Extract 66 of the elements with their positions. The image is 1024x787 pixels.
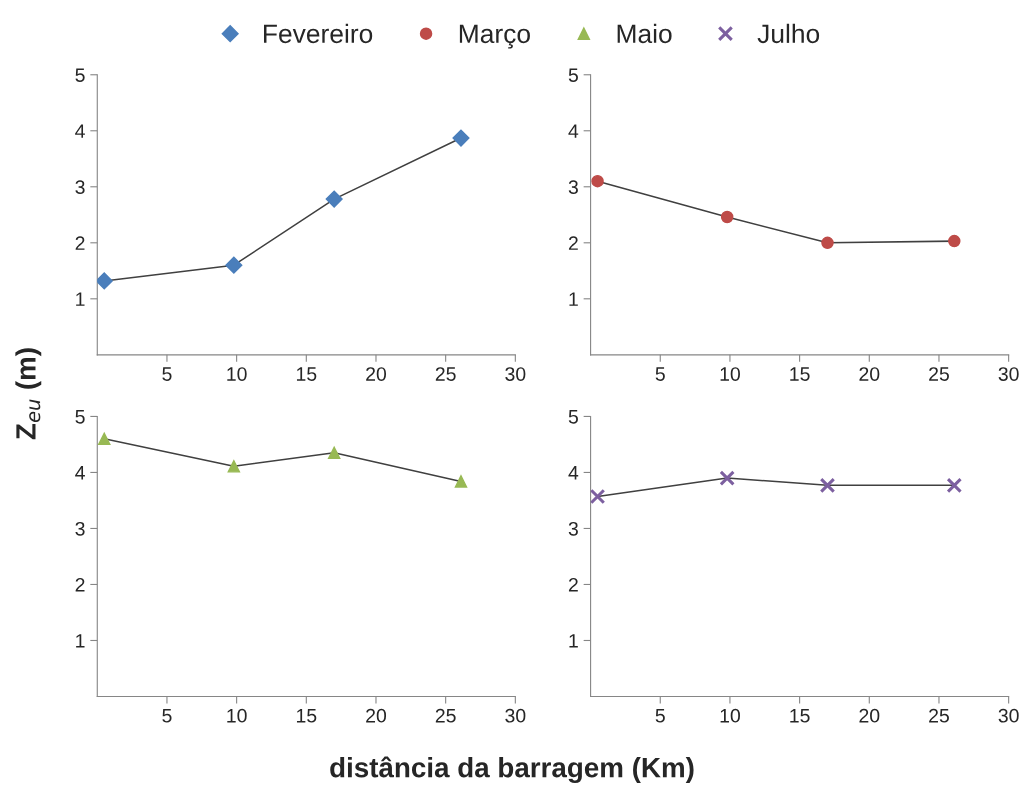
x-tick-label: 20 bbox=[859, 708, 880, 723]
point bbox=[720, 210, 734, 224]
x-tick-label: 20 bbox=[366, 708, 387, 723]
point bbox=[97, 272, 113, 290]
y-tick-label: 4 bbox=[568, 466, 579, 480]
y-tick-label: 3 bbox=[568, 521, 578, 536]
x-tick-label: 30 bbox=[998, 708, 1019, 723]
x-tick-label: 25 bbox=[929, 708, 949, 723]
y-tick-label: 1 bbox=[569, 634, 578, 648]
point bbox=[590, 488, 606, 505]
y-tick-label: 5 bbox=[75, 410, 85, 424]
x-tick-label: 5 bbox=[655, 709, 665, 723]
point bbox=[452, 129, 470, 147]
y-tick-label: 5 bbox=[568, 410, 578, 424]
x-tick-label: 5 bbox=[162, 709, 172, 723]
y-tick-label: 1 bbox=[76, 292, 85, 306]
point bbox=[946, 477, 963, 494]
y-tick-label: 1 bbox=[569, 292, 578, 306]
point bbox=[591, 174, 604, 188]
x-axis-title: distância da barragem (Km) bbox=[330, 756, 694, 784]
point bbox=[225, 256, 243, 274]
y-tick-label: 2 bbox=[75, 236, 85, 250]
x-tick-label: 15 bbox=[790, 367, 810, 381]
x-tick-label: 30 bbox=[998, 367, 1019, 381]
point bbox=[97, 432, 111, 446]
point bbox=[325, 190, 343, 208]
x-tick-label: 10 bbox=[227, 708, 247, 723]
y-tick-label: 3 bbox=[75, 180, 85, 195]
legend-label: Maio bbox=[617, 23, 672, 44]
x-tick-label: 25 bbox=[929, 367, 949, 381]
x-tick-label: 5 bbox=[162, 367, 172, 381]
y-tick-label: 5 bbox=[75, 68, 85, 82]
x-tick-label: 30 bbox=[505, 367, 526, 381]
point bbox=[327, 446, 341, 460]
x-tick-label: 10 bbox=[720, 708, 740, 723]
x-tick-label: 15 bbox=[790, 709, 810, 723]
y-tick-label: 2 bbox=[568, 236, 578, 250]
legend-label: Julho bbox=[757, 23, 820, 44]
legend-label: Março bbox=[459, 24, 530, 49]
y-tick-label: 2 bbox=[75, 577, 85, 592]
y-tick-label: 3 bbox=[75, 521, 85, 536]
point bbox=[227, 460, 241, 473]
point bbox=[821, 236, 834, 250]
legend-label: Fevereiro bbox=[264, 23, 373, 44]
y-tick-label: 1 bbox=[76, 634, 85, 648]
x-tick-label: 15 bbox=[296, 709, 317, 723]
x-tick-label: 25 bbox=[435, 708, 456, 723]
point bbox=[948, 234, 961, 248]
y-axis-title: Z$_{eu}$ (m) bbox=[15, 348, 42, 440]
y-tick-label: 4 bbox=[75, 466, 85, 480]
y-tick-label: 4 bbox=[568, 124, 579, 138]
point bbox=[819, 477, 836, 494]
x-tick-label: 15 bbox=[296, 367, 317, 381]
x-tick-label: 5 bbox=[655, 367, 665, 381]
point bbox=[719, 470, 735, 486]
y-tick-label: 4 bbox=[75, 124, 85, 138]
point bbox=[454, 475, 468, 488]
y-tick-label: 3 bbox=[568, 180, 578, 195]
x-tick-label: 10 bbox=[227, 367, 247, 381]
y-tick-label: 2 bbox=[568, 577, 578, 592]
x-tick-label: 20 bbox=[859, 367, 880, 381]
x-tick-label: 20 bbox=[366, 367, 387, 381]
x-tick-label: 30 bbox=[505, 708, 526, 723]
x-tick-label: 25 bbox=[435, 367, 456, 381]
x-tick-label: 10 bbox=[720, 367, 740, 381]
y-tick-label: 5 bbox=[568, 68, 578, 82]
